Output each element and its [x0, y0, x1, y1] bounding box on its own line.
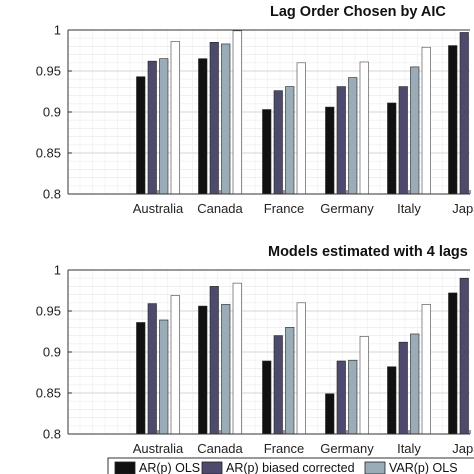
bar: [421, 304, 431, 434]
legend-label-var-ols: VAR(p) OLS: [389, 461, 458, 474]
legend-label-ar-ols: AR(p) OLS: [139, 461, 200, 474]
y-tick-label: 0.85: [36, 146, 61, 161]
legend: AR(p) OLS AR(p) biased corrected VAR(p) …: [107, 457, 474, 474]
bar: [359, 336, 369, 434]
bar: [221, 304, 231, 434]
x-tick-label: Japan: [452, 201, 474, 216]
bar: [459, 277, 469, 434]
bar: [325, 106, 335, 194]
y-tick-label: 0.95: [36, 304, 61, 319]
bar: [359, 61, 369, 194]
bar: [448, 45, 458, 194]
chart-title: Models estimated with 4 lags: [268, 244, 468, 260]
x-tick-label: Japan: [452, 441, 474, 456]
y-tick-label: 0.8: [43, 187, 61, 202]
y-tick-label: 0.9: [43, 345, 61, 360]
bar: [159, 319, 169, 434]
y-tick-label: 0.8: [43, 427, 61, 442]
bar: [136, 322, 146, 434]
bar: [147, 60, 157, 194]
bar: [398, 86, 408, 194]
bar: [136, 76, 146, 194]
bar: [232, 30, 242, 194]
y-tick-label: 0.9: [43, 105, 61, 120]
chart-panels: 0.8 0.85 0.9 0.95 1 Australia Canada France Germ…: [36, 4, 474, 456]
bars: [136, 277, 469, 434]
bar: [273, 335, 283, 434]
y-tick-label: 1: [54, 263, 61, 278]
x-tick-label: France: [264, 441, 304, 456]
bar: [198, 58, 208, 194]
bar: [170, 295, 180, 434]
chart-panel: 0.8 0.85 0.9 0.95 1 Australia Canada France Germ…: [36, 4, 474, 216]
bar: [147, 303, 157, 434]
x-tick-label: Germany: [320, 201, 374, 216]
x-tick-label: Canada: [197, 441, 243, 456]
bar: [221, 43, 231, 194]
chart-panel: 0.8 0.85 0.9 0.95 1 Australia Canada France Germ…: [36, 244, 474, 456]
bar: [296, 302, 306, 434]
bar: [348, 359, 358, 434]
x-tick-label: France: [264, 201, 304, 216]
bar: [159, 58, 169, 194]
x-tick-label: Italy: [397, 201, 421, 216]
bar: [296, 62, 306, 194]
bar: [209, 286, 219, 434]
legend-swatch-ar-bc: [201, 461, 223, 474]
bars: [136, 30, 469, 194]
bar: [285, 327, 295, 434]
bar: [448, 292, 458, 434]
bar: [170, 41, 180, 194]
y-tick-label: 1: [54, 23, 61, 38]
bar: [209, 41, 219, 194]
bar: [398, 341, 408, 434]
x-tick-label: Australia: [133, 441, 184, 456]
bar: [285, 86, 295, 194]
bar: [325, 393, 335, 434]
bar: [387, 366, 397, 434]
x-tick-label: Germany: [320, 441, 374, 456]
x-tick-label: Canada: [197, 201, 243, 216]
bar: [336, 360, 346, 434]
chart-title: Lag Order Chosen by AIC: [270, 4, 446, 20]
bar: [387, 102, 397, 194]
bar: [410, 333, 420, 434]
bar: [262, 360, 272, 434]
bar: [421, 46, 431, 194]
bar: [459, 32, 469, 194]
bar: [348, 77, 358, 194]
y-tick-label: 0.85: [36, 386, 61, 401]
y-tick-label: 0.95: [36, 64, 61, 79]
bar: [273, 90, 283, 194]
bar: [198, 305, 208, 434]
x-tick-label: Australia: [133, 201, 184, 216]
bar: [232, 282, 242, 434]
x-tick-label: Italy: [397, 441, 421, 456]
bar: [336, 86, 346, 194]
bar: [410, 66, 420, 194]
legend-swatch-ar-ols: [114, 461, 136, 474]
legend-label-ar-bc: AR(p) biased corrected: [226, 461, 355, 474]
legend-swatch-var-ols: [364, 461, 386, 474]
bar: [262, 109, 272, 194]
